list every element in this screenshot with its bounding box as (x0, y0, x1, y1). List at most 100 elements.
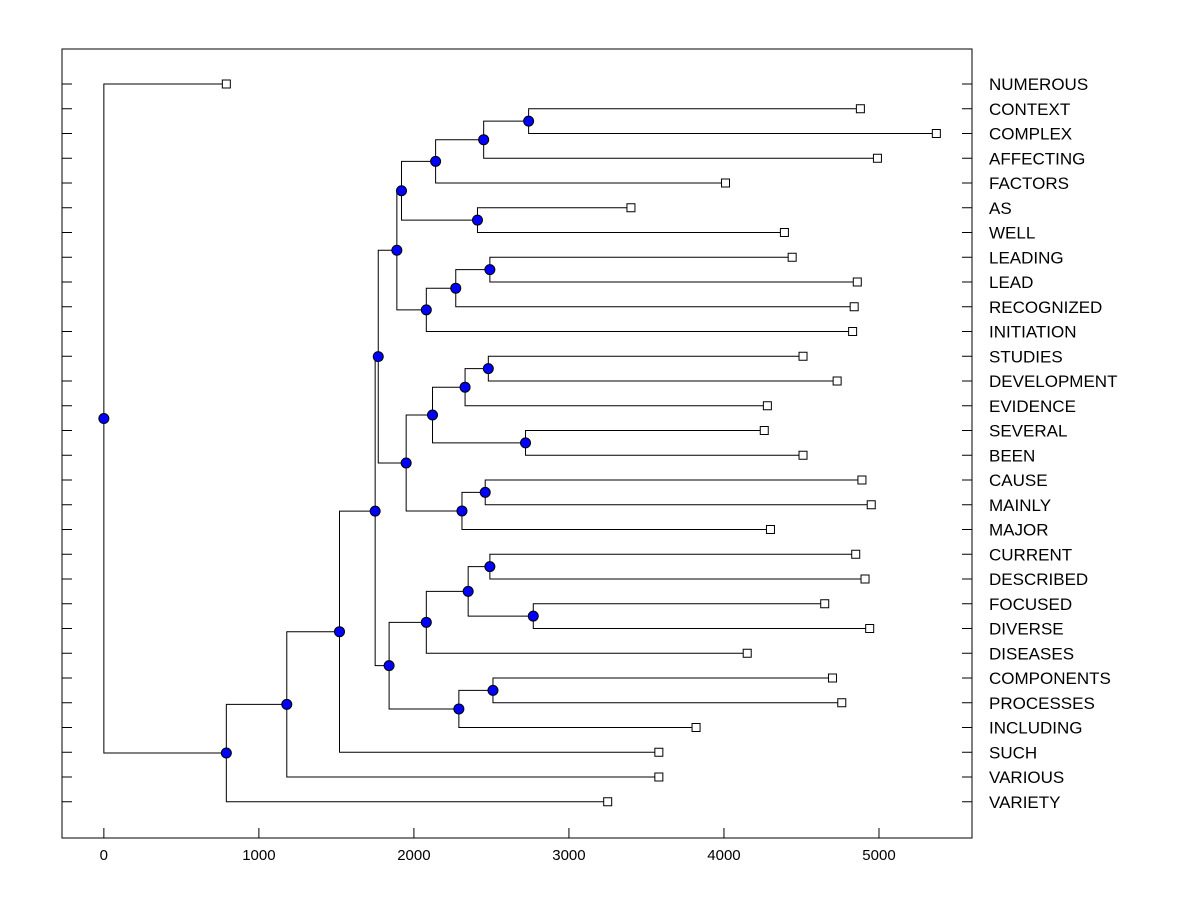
leaf-marker (866, 500, 876, 510)
leaf-marker (865, 624, 875, 633)
branch-link (432, 386, 526, 444)
merge-node-marker (482, 363, 494, 375)
leaf-label: LEAD (989, 273, 1033, 292)
leaf-marker (798, 450, 808, 460)
branch-link (489, 553, 866, 580)
merge-node-marker (484, 561, 496, 573)
leaf-marker (721, 178, 731, 188)
branch-link (405, 414, 462, 512)
branch-link (401, 160, 478, 221)
leaf-marker (779, 228, 789, 237)
leaf-marker (798, 351, 808, 361)
leaf-marker (742, 648, 752, 658)
merge-node-marker (391, 244, 403, 256)
merge-node-marker (333, 626, 345, 638)
leaf-label: DEVELOPMENT (989, 372, 1117, 391)
leaf-label: AS (989, 199, 1012, 218)
leaf-label: RECOGNIZED (989, 298, 1102, 317)
leaf-marker (626, 203, 636, 213)
leaf-label: DESCRIBED (989, 570, 1088, 589)
leaf-marker (691, 723, 701, 732)
leaf-marker (872, 153, 882, 163)
merge-node-marker (420, 616, 432, 628)
leaf-label: BEEN (989, 446, 1035, 465)
branch-link (467, 566, 534, 617)
branch-link (461, 491, 771, 530)
leaf-label: SUCH (989, 743, 1037, 762)
leaf-label: CONTEXT (989, 100, 1070, 119)
leaf-label: MAINLY (989, 496, 1051, 515)
x-tick-label: 3000 (552, 847, 585, 864)
leaf-label: DISEASES (989, 644, 1074, 663)
leaf-label: FACTORS (989, 174, 1069, 193)
x-axis: 0 1000 2000 3000 4000 5000 (100, 828, 896, 864)
branch-link (338, 510, 659, 753)
branch-link (532, 603, 870, 629)
leaf-label: DIVERSE (989, 620, 1064, 639)
leaf-label: SEVERAL (989, 422, 1067, 441)
branch-link (455, 269, 855, 308)
branch-link (425, 287, 853, 332)
x-tick-label: 4000 (707, 847, 740, 864)
leaf-marker (851, 549, 861, 559)
merge-node-marker (420, 304, 432, 316)
merge-node-marker (98, 413, 110, 425)
x-tick-label: 5000 (862, 847, 895, 864)
merge-node-marker (459, 381, 471, 393)
branch-link (528, 108, 937, 134)
leaf-marker (820, 599, 830, 609)
merge-node-marker (478, 134, 490, 146)
x-tick-label: 0 (100, 847, 108, 864)
merge-node-marker (281, 698, 293, 710)
merge-node-marker (527, 610, 539, 622)
merge-node-marker (400, 457, 412, 469)
leaf-marker (857, 475, 867, 485)
leaf-marker (654, 747, 664, 757)
merge-node-marker (430, 155, 442, 167)
leaf-label: COMPLEX (989, 125, 1072, 144)
leaf-label: NUMEROUS (989, 75, 1088, 94)
x-tick-label: 2000 (397, 847, 430, 864)
leaf-marker (837, 698, 847, 708)
leaf-label: WELL (989, 224, 1035, 243)
leaf-label: COMPONENTS (989, 669, 1111, 688)
plot-frame (61, 48, 973, 839)
leaf-label: FOCUSED (989, 595, 1072, 614)
merge-node-marker (462, 585, 474, 597)
branch-link (487, 355, 838, 382)
leaf-label: PROCESSES (989, 694, 1095, 713)
merge-node-marker (369, 505, 381, 517)
merge-node-marker (396, 185, 408, 197)
leaf-label: VARIOUS (989, 768, 1064, 787)
leaf-label: AFFECTING (989, 149, 1085, 168)
leaf-marker (860, 574, 870, 584)
leaf-marker (765, 525, 775, 534)
leaf-marker (787, 252, 797, 262)
dendrogram-markers (98, 79, 941, 807)
merge-node-marker (427, 409, 439, 421)
leaf-marker (852, 277, 862, 287)
branch-link (484, 479, 872, 506)
leaf-label: VARIETY (989, 793, 1060, 812)
branch-link (425, 590, 748, 654)
leaf-marker (832, 376, 842, 386)
leaf-label: MAJOR (989, 521, 1049, 540)
leaf-marker (759, 426, 769, 435)
merge-node-marker (372, 351, 384, 363)
merge-node-marker (523, 115, 535, 127)
branch-link (435, 139, 726, 184)
branch-link (492, 677, 842, 704)
leaf-marker (855, 104, 865, 114)
leaf-label: STUDIES (989, 347, 1063, 366)
leaf-ticks (62, 83, 972, 803)
merge-node-marker (456, 505, 468, 517)
leaf-marker (827, 673, 837, 683)
merge-node-marker (471, 214, 483, 226)
leaf-labels: NUMEROUS CONTEXT COMPLEX AFFECTING FACTORS AS… (989, 75, 1117, 812)
merge-node-marker (450, 282, 462, 294)
merge-node-marker (520, 437, 532, 449)
x-tick-label: 1000 (242, 847, 275, 864)
branch-link (103, 83, 227, 754)
leaf-label: EVIDENCE (989, 397, 1076, 416)
